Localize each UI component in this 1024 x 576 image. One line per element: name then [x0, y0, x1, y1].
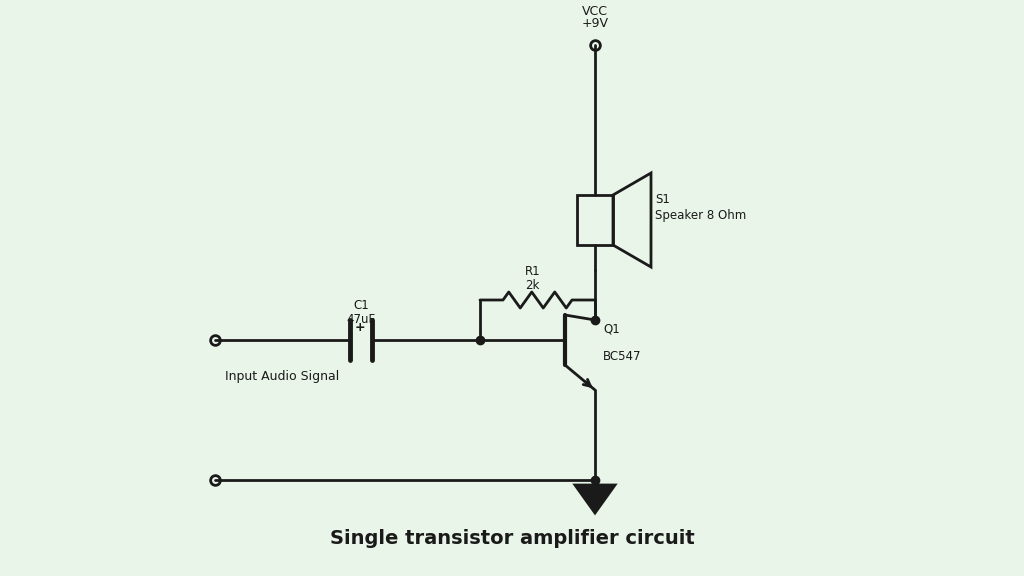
Bar: [577, 195, 613, 245]
Text: Input Audio Signal: Input Audio Signal: [225, 370, 339, 383]
Polygon shape: [575, 485, 615, 513]
Text: Single transistor amplifier circuit: Single transistor amplifier circuit: [330, 529, 694, 548]
Text: BC547: BC547: [603, 350, 641, 363]
Text: VCC: VCC: [582, 5, 608, 18]
Text: 47uF: 47uF: [346, 313, 376, 326]
Text: C1: C1: [353, 299, 369, 312]
Text: +: +: [355, 321, 366, 334]
Text: S1: S1: [655, 193, 670, 206]
Text: Q1: Q1: [603, 323, 620, 336]
Text: R1: R1: [524, 265, 541, 278]
Text: Speaker 8 Ohm: Speaker 8 Ohm: [655, 209, 746, 222]
Text: 2k: 2k: [525, 279, 540, 292]
Text: +9V: +9V: [582, 17, 608, 30]
